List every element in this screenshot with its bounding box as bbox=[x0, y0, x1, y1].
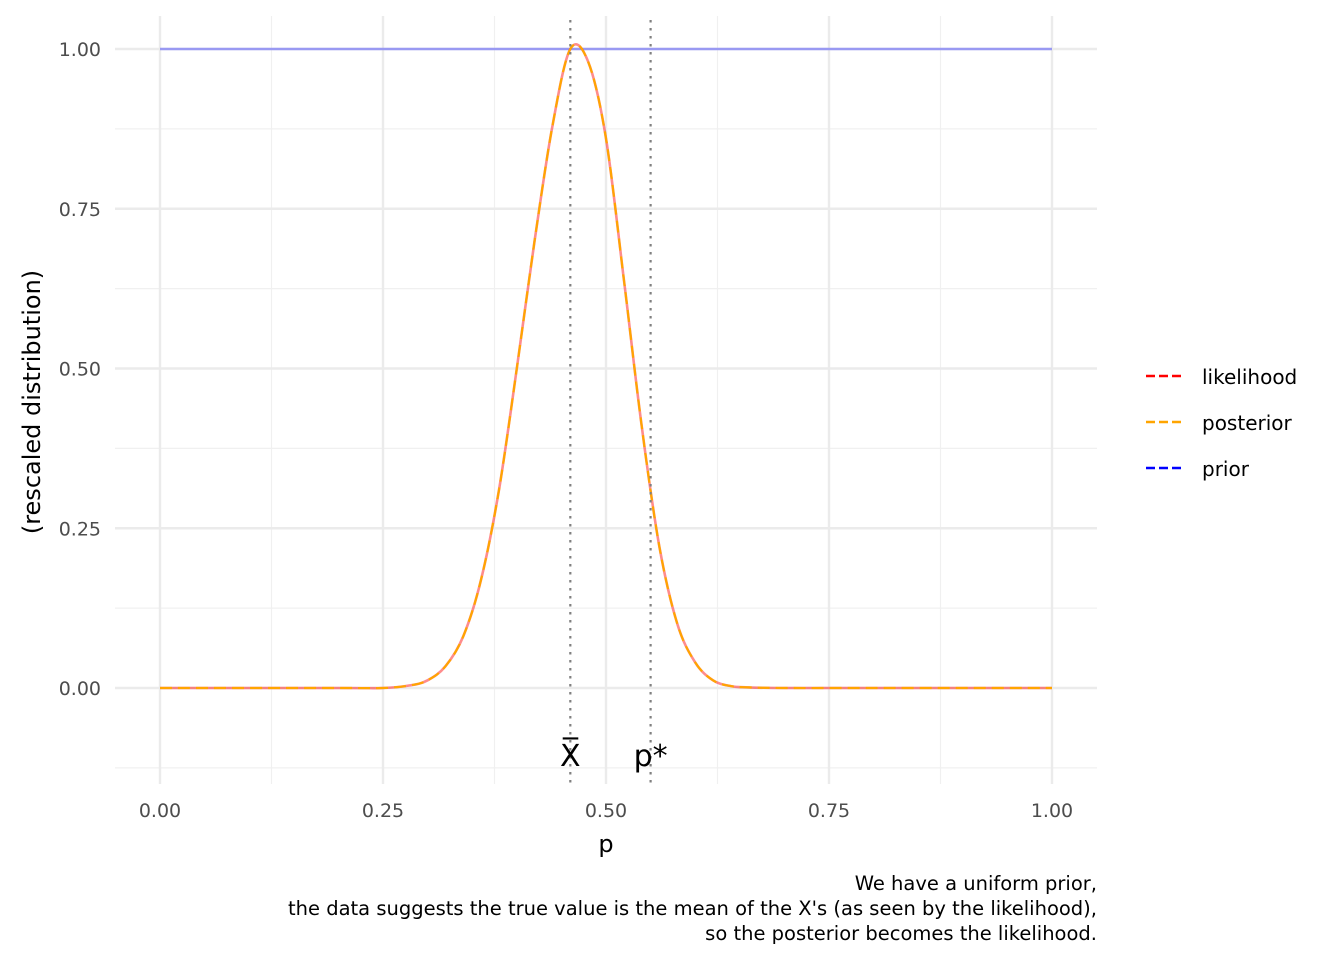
major-grid bbox=[115, 16, 1097, 784]
caption-line: so the posterior becomes the likelihood. bbox=[705, 922, 1097, 945]
legend-label-prior: prior bbox=[1202, 457, 1250, 481]
x-tick-label: 0.75 bbox=[808, 800, 850, 822]
legend-label-posterior: posterior bbox=[1202, 411, 1293, 435]
reference-lines: X̅ p* bbox=[560, 20, 668, 788]
series-layer bbox=[159, 43, 1052, 690]
x-tick-label: 0.25 bbox=[362, 800, 404, 822]
y-tick-label: 0.75 bbox=[59, 199, 101, 221]
reference-line-label: X̅ bbox=[560, 737, 581, 774]
y-tick-label: 0.00 bbox=[59, 678, 101, 700]
legend-label-likelihood: likelihood bbox=[1202, 365, 1297, 389]
x-tick-label: 1.00 bbox=[1031, 800, 1073, 822]
caption: We have a uniform prior,the data suggest… bbox=[288, 872, 1097, 945]
reference-line-label: p* bbox=[634, 739, 668, 774]
caption-line: We have a uniform prior, bbox=[855, 872, 1097, 895]
y-tick-label: 1.00 bbox=[59, 39, 101, 61]
y-axis-title: (rescaled distribution) bbox=[18, 270, 46, 534]
caption-line: the data suggests the true value is the … bbox=[288, 897, 1097, 920]
x-axis-ticks: 0.00 0.25 0.50 0.75 1.00 bbox=[139, 800, 1073, 822]
x-tick-label: 0.50 bbox=[585, 800, 627, 822]
legend: likelihood posterior prior bbox=[1146, 365, 1297, 481]
y-tick-label: 0.50 bbox=[59, 359, 101, 381]
x-axis-title: p bbox=[598, 830, 613, 858]
x-tick-label: 0.00 bbox=[139, 800, 181, 822]
y-axis-ticks: 0.00 0.25 0.50 0.75 1.00 bbox=[59, 39, 101, 700]
y-tick-label: 0.25 bbox=[59, 518, 101, 540]
posterior-line bbox=[159, 43, 1052, 690]
